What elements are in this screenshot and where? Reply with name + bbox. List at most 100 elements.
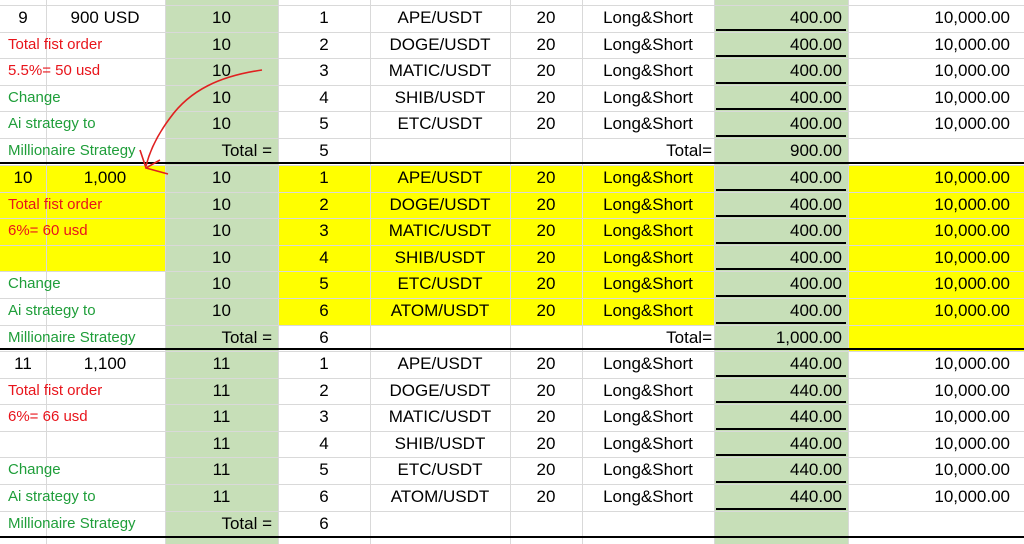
max-position-cell: 10,000.00 (934, 407, 1010, 427)
partial-next-row (0, 538, 1024, 544)
gridline (0, 165, 1024, 166)
qty-cell: 11 (212, 354, 231, 373)
gridline (582, 0, 583, 544)
mode-cell: Long&Short (603, 34, 693, 54)
trading-pair: APE/USDT (397, 8, 483, 27)
index-cell: 1 (319, 8, 329, 27)
mode-cell: Long&Short (603, 380, 693, 400)
mode-cell: Long&Short (603, 487, 693, 506)
block-number: 10 (13, 168, 33, 187)
qty-cell: 10 (212, 247, 231, 267)
trading-pair: APE/USDT (397, 168, 483, 187)
qty-cell: 10 (212, 301, 231, 320)
margin-cell: 440.00 (790, 433, 842, 453)
margin-underline (716, 375, 846, 377)
index-cell: 3 (319, 61, 329, 81)
note-strategy-info: Ai strategy to (8, 302, 96, 319)
max-position-cell: 10,000.00 (934, 274, 1010, 294)
mode-cell: Long&Short (603, 8, 693, 27)
margin-cell: 400.00 (790, 168, 842, 187)
note-order-info: Total fist order (8, 35, 103, 53)
margin-cell: 440.00 (790, 460, 842, 480)
gridline (165, 0, 166, 544)
trading-pair: ETC/USDT (397, 114, 483, 134)
trading-pair: ATOM/USDT (390, 301, 490, 320)
gridline (0, 271, 1024, 272)
margin-cell: 400.00 (790, 301, 842, 320)
block-separator (0, 162, 1024, 164)
trading-pair: SHIB/USDT (394, 433, 486, 453)
margin-underline (716, 428, 846, 430)
note-strategy-info: Ai strategy to (8, 488, 96, 505)
max-position-cell: 10,000.00 (934, 433, 1010, 453)
trading-pair: DOGE/USDT (389, 380, 491, 400)
index-cell: 2 (319, 380, 329, 400)
qty-cell: 10 (212, 168, 231, 187)
margin-cell: 400.00 (790, 34, 842, 54)
total-label: Total = (221, 327, 272, 347)
qty-cell: 11 (212, 380, 231, 400)
margin-cell: 400.00 (790, 61, 842, 81)
leverage-cell: 20 (536, 487, 556, 506)
highlight-right (848, 165, 1024, 352)
note-order-info: 6%= 66 usd (8, 408, 88, 426)
gridline (510, 0, 511, 544)
index-cell: 4 (319, 433, 329, 453)
qty-cell: 10 (212, 87, 231, 107)
highlight-middle (278, 165, 714, 325)
max-position-cell: 10,000.00 (934, 460, 1010, 480)
block-number: 11 (14, 354, 32, 373)
index-cell: 6 (319, 487, 329, 506)
note-strategy-info: Change (8, 461, 61, 479)
mode-cell: Long&Short (603, 407, 693, 427)
total-label-amount: Total= (666, 327, 712, 347)
trading-pair: SHIB/USDT (394, 87, 486, 107)
leverage-cell: 20 (536, 407, 556, 427)
margin-underline (716, 29, 846, 31)
mode-cell: Long&Short (603, 301, 693, 320)
trading-pair: APE/USDT (397, 354, 483, 373)
gridline (0, 325, 1024, 326)
leverage-cell: 20 (536, 8, 556, 27)
leverage-cell: 20 (536, 301, 556, 320)
margin-cell: 400.00 (790, 221, 842, 241)
total-count: 6 (319, 513, 329, 533)
block-number: 9 (18, 8, 28, 27)
trading-pair: MATIC/USDT (388, 61, 492, 81)
margin-underline (716, 108, 846, 110)
note-strategy-info: Millionaire Strategy (8, 142, 136, 159)
qty-cell: 11 (212, 460, 231, 480)
margin-underline (716, 322, 846, 324)
gridline (0, 5, 1024, 6)
gridline (714, 0, 715, 544)
total-count: 6 (319, 327, 329, 347)
max-position-cell: 10,000.00 (934, 487, 1010, 506)
margin-underline (716, 401, 846, 403)
block-separator (0, 536, 1024, 538)
leverage-cell: 20 (536, 354, 556, 373)
gridline (848, 0, 849, 544)
margin-cell: 400.00 (790, 274, 842, 294)
gridline (0, 431, 1024, 432)
total-count: 5 (319, 141, 329, 160)
trading-pair: SHIB/USDT (394, 247, 486, 267)
mode-cell: Long&Short (603, 274, 693, 294)
note-order-info: 5.5%= 50 usd (8, 62, 101, 80)
max-position-cell: 10,000.00 (934, 168, 1010, 187)
gridline (0, 298, 1024, 299)
max-position-cell: 10,000.00 (934, 354, 1010, 373)
gridline (0, 192, 1024, 193)
mode-cell: Long&Short (603, 87, 693, 107)
qty-cell: 10 (212, 61, 231, 81)
margin-underline (716, 55, 846, 57)
leverage-cell: 20 (536, 460, 556, 480)
block-amount: 1,100 (83, 354, 127, 373)
leverage-cell: 20 (536, 274, 556, 294)
gridline (278, 0, 279, 544)
margin-cell: 440.00 (790, 380, 842, 400)
margin-underline (716, 189, 846, 191)
leverage-cell: 20 (536, 194, 556, 214)
max-position-cell: 10,000.00 (934, 34, 1010, 54)
gridline (0, 511, 1024, 512)
gridline (0, 484, 1024, 485)
